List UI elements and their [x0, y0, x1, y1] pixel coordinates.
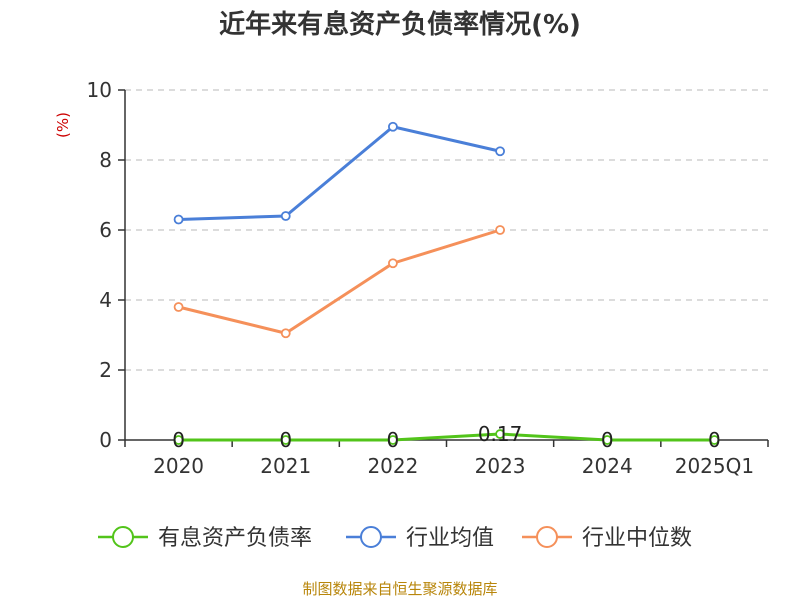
x-tick-label: 2021	[260, 454, 311, 478]
legend-marker	[112, 526, 134, 548]
data-label: 0	[279, 428, 292, 452]
data-point	[280, 328, 291, 339]
legend-label: 行业均值	[406, 526, 494, 551]
y-tick-label: 4	[99, 288, 112, 312]
series-line	[178, 432, 715, 442]
data-point	[280, 435, 291, 445]
y-tick-label: 2	[99, 358, 112, 382]
legend-item-1: 行业均值	[346, 526, 494, 551]
data-label: 0.17	[478, 422, 523, 446]
data-point	[173, 435, 184, 445]
y-axis-label: (%)	[54, 112, 72, 138]
x-tick-label: 2025Q1	[675, 454, 754, 478]
source-note: 制图数据来自恒生聚源数据库	[302, 580, 497, 598]
data-label: 0	[172, 428, 185, 452]
legend: 有息资产负债率 行业均值 行业中位数	[98, 526, 692, 551]
y-tick-label: 0	[99, 428, 112, 452]
plot-area: 0 0 0 0.17 0 0	[172, 121, 721, 452]
data-point	[495, 146, 505, 157]
x-tick-label: 2022	[367, 454, 418, 478]
x-tick-label: 2020	[153, 454, 204, 478]
chart-title: 近年来有息资产负债率情况(%)	[219, 9, 581, 40]
series-0	[173, 429, 720, 445]
legend-marker	[360, 526, 382, 548]
series-2	[173, 225, 505, 339]
grid	[125, 89, 768, 371]
data-label: 0	[387, 428, 400, 452]
data-point	[280, 211, 291, 221]
data-point	[388, 121, 398, 132]
legend-marker	[536, 526, 558, 548]
x-tick-label: 2023	[475, 454, 526, 478]
series-line	[178, 228, 501, 335]
data-label: 0	[601, 428, 614, 452]
x-tick-label: 2024	[582, 454, 633, 478]
data-point	[709, 435, 720, 445]
data-point	[388, 258, 398, 269]
series-1	[173, 121, 505, 225]
axes: 0 2 4 6 8 10 2020 2021 2022 2023 2024 2025Q1	[87, 78, 769, 478]
legend-item-2: 行业中位数	[522, 526, 692, 551]
legend-label: 行业中位数	[582, 526, 692, 551]
data-point	[495, 429, 505, 439]
legend-label: 有息资产负债率	[158, 526, 312, 551]
data-point	[388, 435, 398, 445]
series-line	[178, 125, 501, 221]
y-tick-label: 10	[87, 78, 112, 102]
data-point	[495, 225, 505, 235]
legend-item-0: 有息资产负债率	[98, 526, 312, 551]
data-label: 0	[708, 428, 721, 452]
y-tick-label: 6	[99, 218, 112, 242]
data-point	[602, 435, 613, 445]
y-tick-label: 8	[99, 148, 112, 172]
data-point	[173, 302, 184, 312]
data-point	[173, 214, 184, 225]
